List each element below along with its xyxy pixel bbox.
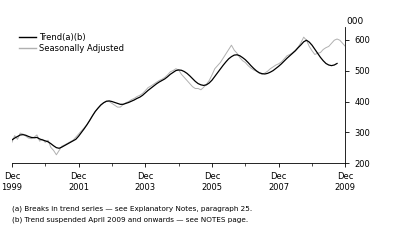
Text: (a) Breaks in trend series — see Explanatory Notes, paragraph 25.: (a) Breaks in trend series — see Explana… — [12, 205, 252, 212]
Text: (b) Trend suspended April 2009 and onwards — see NOTES page.: (b) Trend suspended April 2009 and onwar… — [12, 217, 248, 223]
Text: 000: 000 — [347, 17, 364, 26]
Legend: Trend(a)(b), Seasonally Adjusted: Trend(a)(b), Seasonally Adjusted — [16, 30, 128, 56]
